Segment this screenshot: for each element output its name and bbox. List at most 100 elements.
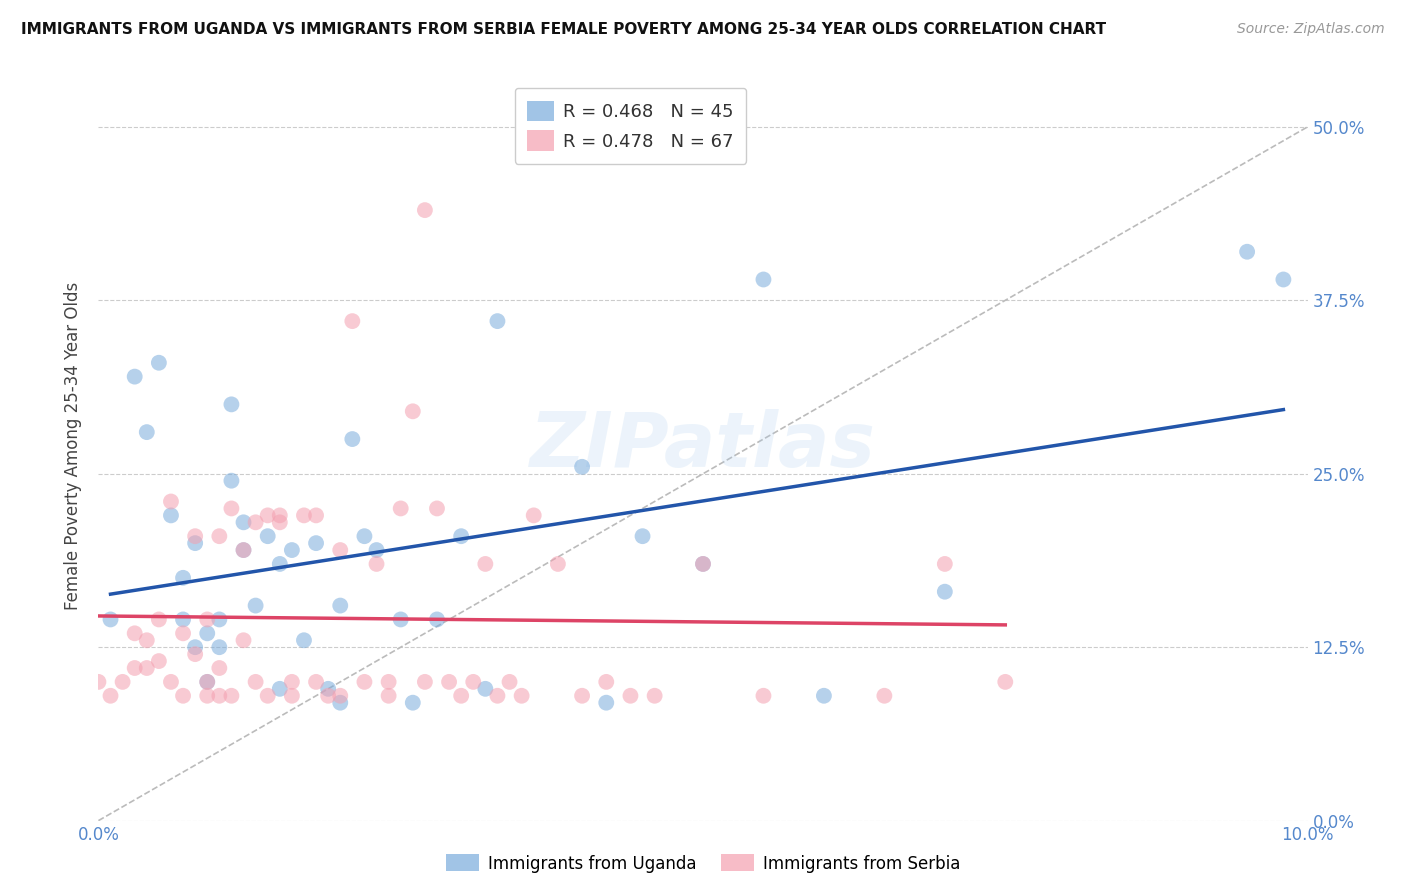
Point: [510, 689, 533, 703]
Point: [1272, 272, 1295, 286]
Point: [426, 501, 449, 516]
Point: [232, 543, 254, 558]
Point: [329, 543, 352, 558]
Point: [426, 612, 449, 626]
Point: [172, 571, 194, 585]
Point: [571, 459, 593, 474]
Point: [644, 689, 666, 703]
Point: [172, 626, 194, 640]
Point: [316, 689, 339, 703]
Point: [195, 612, 218, 626]
Point: [342, 314, 364, 328]
Point: [172, 689, 194, 703]
Point: [256, 529, 278, 543]
Point: [450, 689, 472, 703]
Point: [571, 689, 593, 703]
Point: [184, 529, 207, 543]
Point: [184, 536, 207, 550]
Point: [692, 557, 714, 571]
Point: [208, 612, 231, 626]
Point: [389, 501, 412, 516]
Text: IMMIGRANTS FROM UGANDA VS IMMIGRANTS FROM SERBIA FEMALE POVERTY AMONG 25-34 YEAR: IMMIGRANTS FROM UGANDA VS IMMIGRANTS FRO…: [21, 22, 1107, 37]
Point: [523, 508, 546, 523]
Point: [873, 689, 896, 703]
Point: [195, 626, 218, 640]
Point: [305, 674, 328, 689]
Point: [377, 689, 399, 703]
Point: [595, 696, 617, 710]
Point: [595, 674, 617, 689]
Point: [87, 674, 110, 689]
Point: [389, 612, 412, 626]
Point: [281, 543, 304, 558]
Legend: Immigrants from Uganda, Immigrants from Serbia: Immigrants from Uganda, Immigrants from …: [439, 847, 967, 880]
Point: [184, 640, 207, 655]
Point: [195, 674, 218, 689]
Point: [329, 689, 352, 703]
Point: [619, 689, 641, 703]
Point: [269, 516, 291, 530]
Point: [450, 529, 472, 543]
Point: [269, 557, 291, 571]
Point: [292, 633, 315, 648]
Point: [486, 689, 509, 703]
Point: [292, 508, 315, 523]
Point: [124, 369, 146, 384]
Text: Source: ZipAtlas.com: Source: ZipAtlas.com: [1237, 22, 1385, 37]
Point: [135, 425, 157, 439]
Point: [100, 689, 122, 703]
Point: [402, 404, 425, 418]
Point: [631, 529, 654, 543]
Point: [195, 689, 218, 703]
Legend: R = 0.468   N = 45, R = 0.478   N = 67: R = 0.468 N = 45, R = 0.478 N = 67: [515, 88, 747, 164]
Point: [437, 674, 460, 689]
Point: [463, 674, 485, 689]
Point: [269, 508, 291, 523]
Point: [245, 599, 267, 613]
Point: [135, 661, 157, 675]
Point: [245, 674, 267, 689]
Point: [269, 681, 291, 696]
Point: [329, 696, 352, 710]
Point: [813, 689, 835, 703]
Point: [221, 501, 243, 516]
Point: [172, 612, 194, 626]
Point: [474, 681, 496, 696]
Point: [281, 689, 304, 703]
Point: [413, 203, 436, 218]
Point: [498, 674, 520, 689]
Point: [100, 612, 122, 626]
Point: [752, 272, 775, 286]
Point: [752, 689, 775, 703]
Point: [256, 508, 278, 523]
Point: [934, 584, 956, 599]
Point: [329, 599, 352, 613]
Point: [124, 661, 146, 675]
Point: [305, 536, 328, 550]
Point: [316, 681, 339, 696]
Point: [221, 474, 243, 488]
Y-axis label: Female Poverty Among 25-34 Year Olds: Female Poverty Among 25-34 Year Olds: [65, 282, 83, 610]
Point: [232, 543, 254, 558]
Point: [232, 516, 254, 530]
Point: [402, 696, 425, 710]
Point: [256, 689, 278, 703]
Point: [160, 508, 183, 523]
Point: [208, 640, 231, 655]
Point: [160, 674, 183, 689]
Point: [208, 689, 231, 703]
Point: [474, 557, 496, 571]
Point: [148, 654, 170, 668]
Point: [232, 633, 254, 648]
Point: [148, 612, 170, 626]
Point: [281, 674, 304, 689]
Point: [160, 494, 183, 508]
Point: [1236, 244, 1258, 259]
Point: [934, 557, 956, 571]
Point: [692, 557, 714, 571]
Point: [353, 529, 375, 543]
Point: [124, 626, 146, 640]
Point: [366, 557, 388, 571]
Point: [221, 397, 243, 411]
Point: [305, 508, 328, 523]
